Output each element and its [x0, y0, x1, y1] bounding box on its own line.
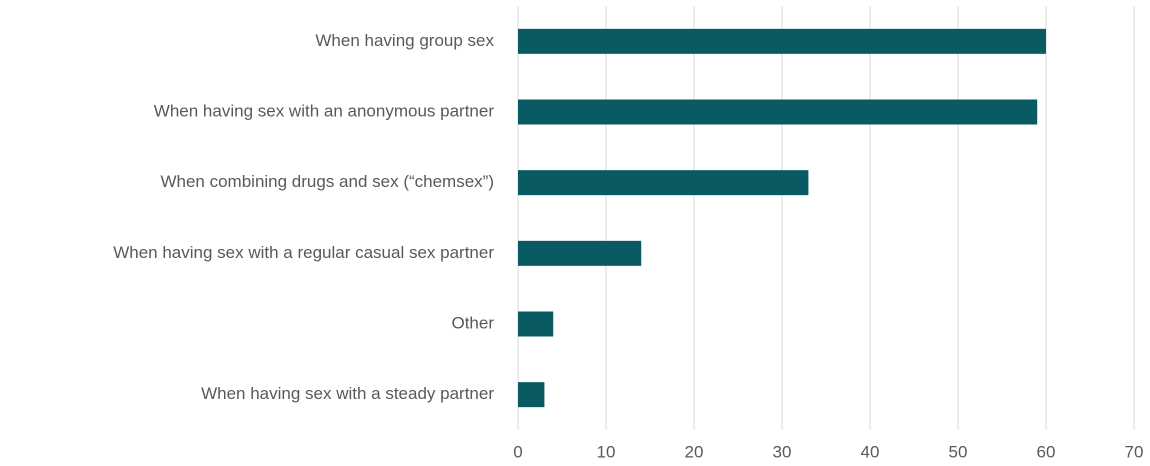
- bar: [518, 170, 809, 196]
- bar: [518, 382, 545, 408]
- y-tick-label: When having group sex: [315, 31, 494, 50]
- y-tick-label: When combining drugs and sex (“chemsex”): [160, 172, 494, 191]
- bar: [518, 28, 1046, 54]
- bar: [518, 240, 642, 266]
- y-tick-label: When having sex with an anonymous partne…: [154, 101, 495, 120]
- x-tick-label: 10: [597, 442, 616, 461]
- x-tick-label: 70: [1125, 442, 1144, 461]
- x-tick-label: 40: [861, 442, 880, 461]
- x-tick-label: 30: [773, 442, 792, 461]
- y-tick-label: Other: [451, 313, 494, 332]
- x-tick-label: 60: [1037, 442, 1056, 461]
- y-tick-label: When having sex with a regular casual se…: [113, 243, 494, 262]
- bar: [518, 311, 554, 337]
- x-tick-label: 20: [685, 442, 704, 461]
- bar: [518, 99, 1038, 125]
- x-tick-label: 50: [949, 442, 968, 461]
- y-tick-label: When having sex with a steady partner: [201, 384, 494, 403]
- x-tick-label: 0: [513, 442, 522, 461]
